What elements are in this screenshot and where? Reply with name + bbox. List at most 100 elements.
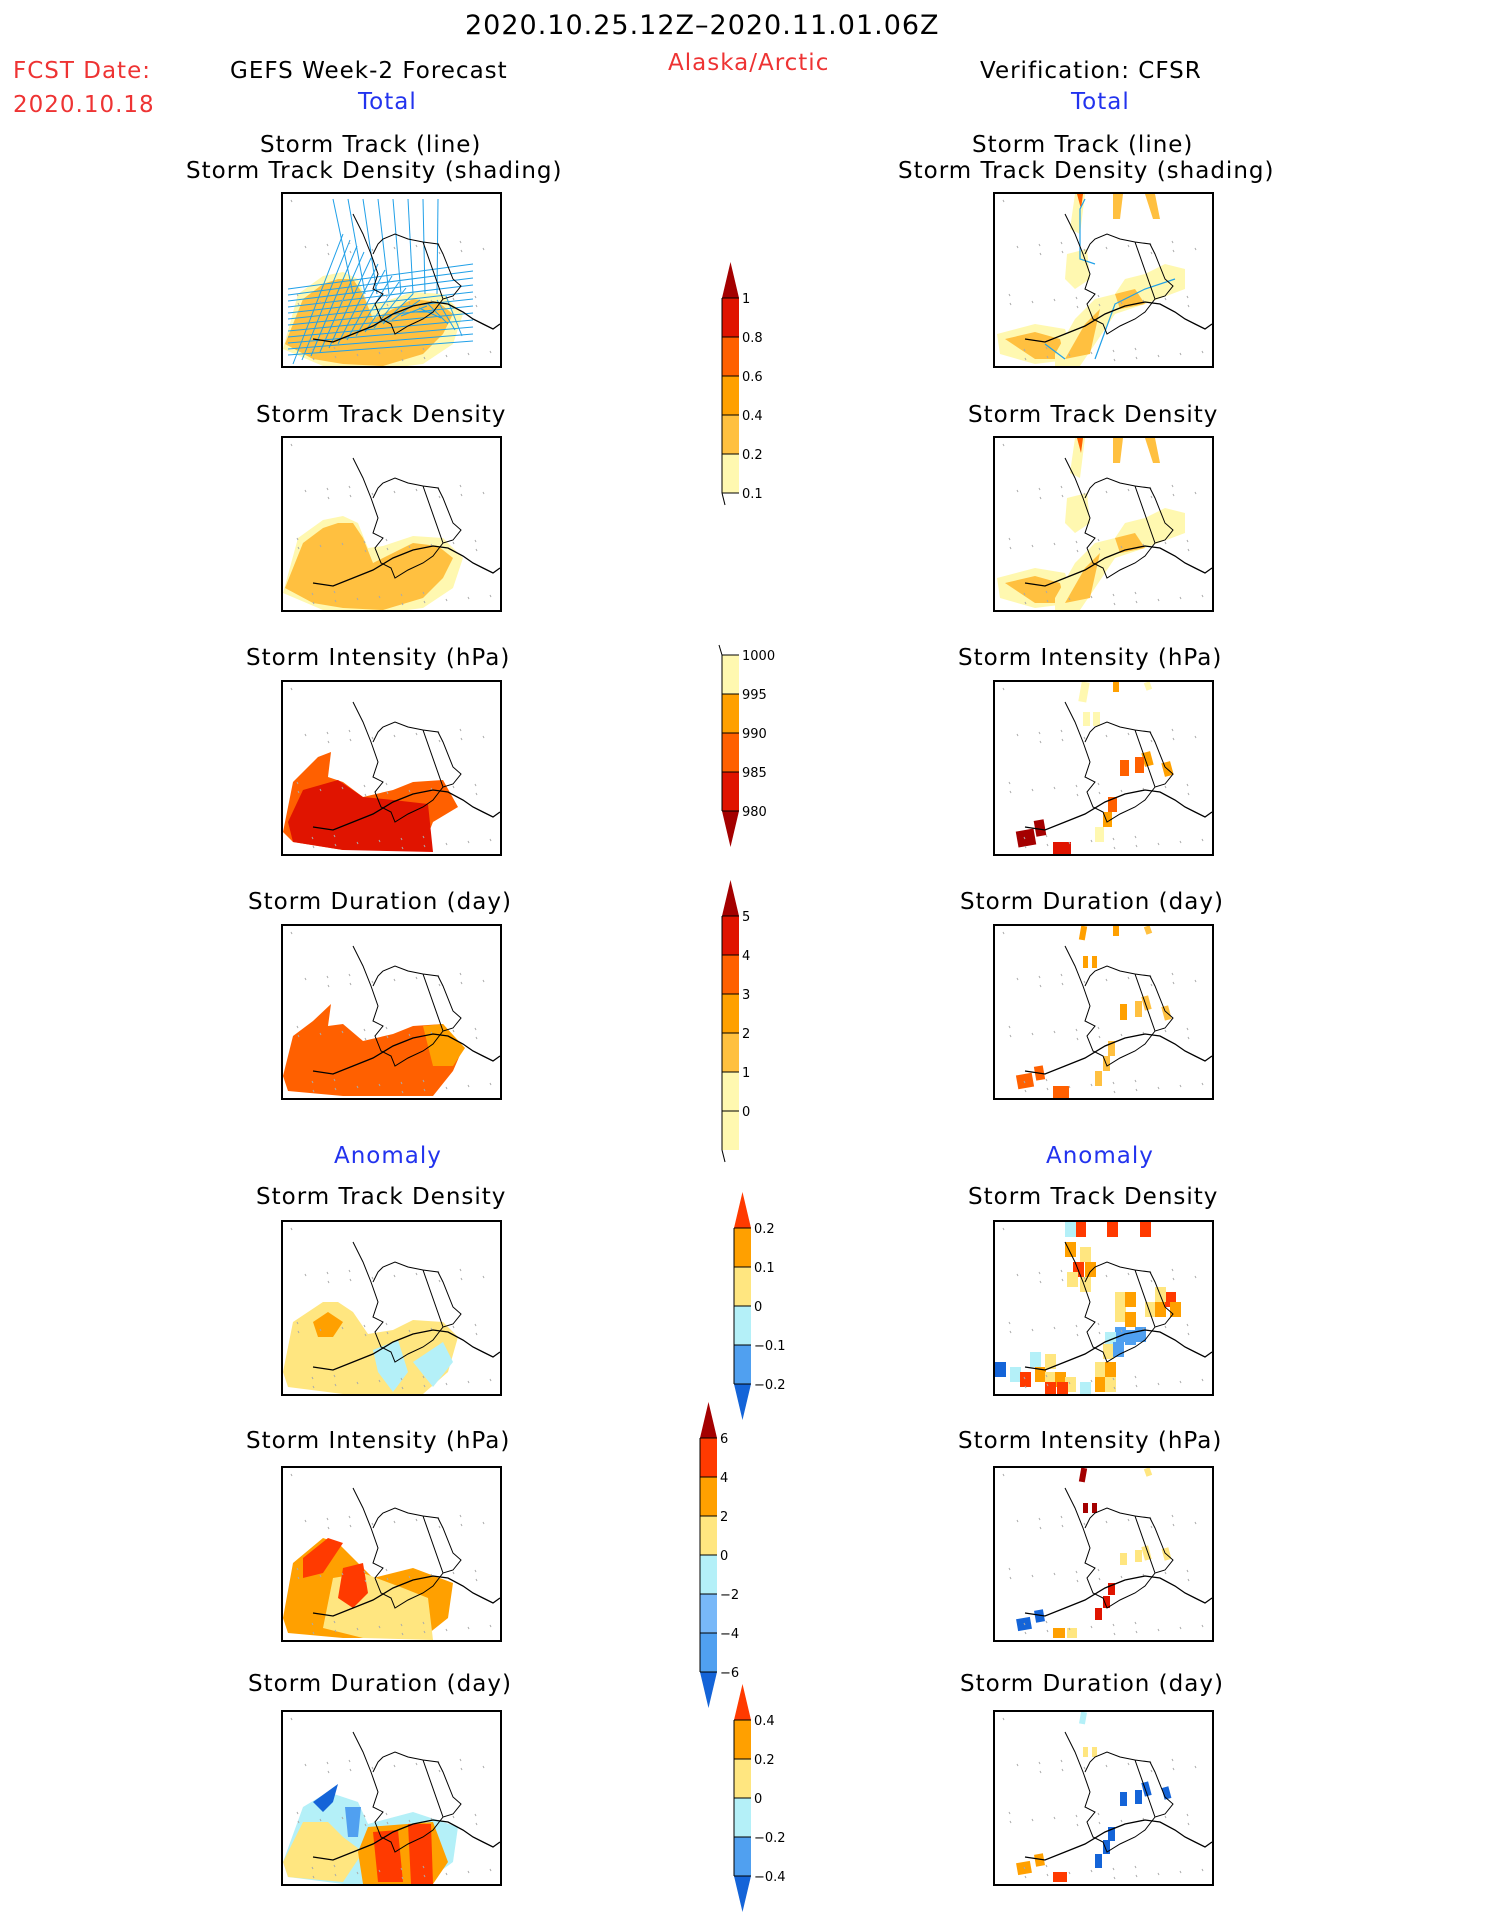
colorbar-tick-label: 990: [742, 727, 767, 742]
title-r5: Storm Track Density: [968, 1184, 1219, 1210]
colorbar-segment: [700, 1477, 717, 1516]
graticule-mark: [290, 931, 293, 935]
storm-track-line: [287, 277, 474, 302]
graticule-mark: [378, 839, 381, 843]
map-verif-duration-anomaly: [993, 1710, 1214, 1886]
colorbar-tick-label: 0.2: [742, 448, 763, 463]
graticule-mark: [460, 737, 463, 741]
graticule-mark: [1135, 1630, 1138, 1634]
graticule-mark: [327, 984, 330, 988]
graticule-mark: [1039, 252, 1042, 256]
border-line: [422, 1269, 444, 1328]
grid-cell: [1045, 1372, 1056, 1387]
graticule-mark: [482, 1521, 485, 1525]
graticule-mark: [371, 1766, 374, 1770]
storm-track-line: [287, 305, 474, 326]
storm-track-line: [391, 299, 421, 321]
grid-cell: [1010, 1367, 1021, 1382]
graticule-mark: [1039, 740, 1042, 744]
graticule-mark: [401, 1876, 404, 1880]
graticule-mark: [1038, 975, 1041, 979]
graticule-mark: [1135, 844, 1138, 848]
graticule-mark: [326, 731, 329, 735]
graticule-mark: [1113, 1632, 1116, 1636]
graticule-mark: [1187, 1822, 1190, 1826]
graticule-mark: [1150, 983, 1153, 987]
colorbar-density: 1 0.8 0.6 0.4 0.2 0.1: [721, 262, 792, 509]
graticule-mark: [1046, 843, 1049, 847]
graticule-mark: [378, 1869, 381, 1873]
graticule-mark: [1053, 786, 1056, 790]
map-forecast-duration: [281, 924, 502, 1100]
graticule-mark: [400, 837, 403, 841]
graticule-mark: [1098, 547, 1101, 551]
left-anomaly-label: Anomaly: [334, 1143, 442, 1169]
graticule-mark: [1164, 297, 1167, 301]
graticule-mark: [1186, 539, 1189, 543]
graticule-mark: [1045, 1620, 1048, 1624]
graticule-mark: [1112, 1867, 1115, 1871]
graticule-mark: [1076, 549, 1079, 553]
colorbar-segment: [734, 1228, 751, 1267]
graticule-mark: [364, 305, 367, 309]
graticule-mark: [327, 496, 330, 500]
graticule-mark: [356, 1871, 359, 1875]
graticule-mark: [1171, 1758, 1174, 1762]
graticule-mark: [1053, 542, 1056, 546]
graticule-mark: [1112, 349, 1115, 353]
graticule-mark: [1187, 792, 1190, 796]
grid-cell: [1115, 1307, 1126, 1322]
graticule-mark: [319, 544, 322, 548]
graticule-mark: [1024, 1875, 1027, 1879]
graticule-mark: [386, 547, 389, 551]
graticule-mark: [348, 1515, 351, 1519]
graticule-mark: [1179, 596, 1182, 600]
graticule-mark: [1186, 1569, 1189, 1573]
grid-cell: [1103, 812, 1112, 827]
grid-cell: [1067, 1272, 1078, 1287]
coastline-south: [312, 1033, 500, 1075]
shaded-region: [338, 1563, 368, 1608]
grid-cell: [1083, 1747, 1088, 1757]
graticule-mark: [1076, 793, 1079, 797]
coastline: [1064, 457, 1174, 579]
grid-cell: [1125, 1330, 1136, 1345]
map-forecast-intensity: [281, 680, 502, 856]
graticule-mark: [459, 484, 462, 488]
map-forecast-density-anomaly: [281, 1220, 502, 1396]
graticule-mark: [341, 298, 344, 302]
shaded-region: [1005, 332, 1065, 359]
grid-cell: [1080, 1382, 1091, 1394]
graticule-mark: [371, 1276, 374, 1280]
colorbar-tick-label: 0.6: [742, 370, 763, 385]
graticule-mark: [393, 490, 396, 494]
graticule-mark: [445, 598, 448, 602]
graticule-mark: [341, 1326, 344, 1330]
colorbar-tick-label: 4: [720, 1471, 728, 1486]
graticule-mark: [385, 782, 388, 786]
graticule-mark: [1061, 1524, 1064, 1528]
graticule-mark: [378, 1083, 381, 1087]
graticule-mark: [1039, 496, 1042, 500]
graticule-mark: [1076, 305, 1079, 309]
graticule-mark: [1016, 245, 1019, 249]
map-verif-intensity-anomaly: [993, 1466, 1214, 1642]
storm-track-line: [427, 303, 449, 325]
graticule-mark: [1002, 1227, 1005, 1231]
border-line: [422, 1515, 444, 1574]
graticule-mark: [1164, 1815, 1167, 1819]
graticule-mark: [460, 1767, 463, 1771]
storm-track-line: [287, 284, 474, 308]
graticule-mark: [304, 1273, 307, 1277]
graticule-mark: [393, 1274, 396, 1278]
grid-cell: [1143, 682, 1153, 691]
graticule-mark: [1172, 1767, 1175, 1771]
graticule-mark: [475, 1822, 478, 1826]
graticule-mark: [1171, 1268, 1174, 1272]
graticule-mark: [1134, 347, 1137, 351]
graticule-mark: [1076, 1037, 1079, 1041]
graticule-mark: [401, 1090, 404, 1094]
graticule-mark: [1134, 1079, 1137, 1083]
graticule-mark: [452, 785, 455, 789]
graticule-mark: [1061, 1278, 1064, 1282]
